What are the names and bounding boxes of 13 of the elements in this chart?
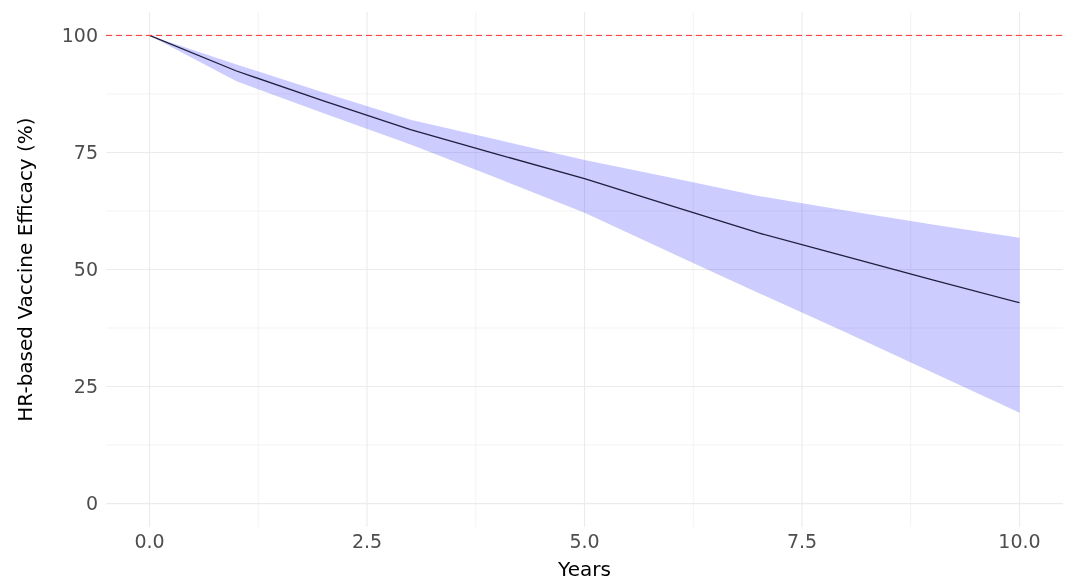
x-tick-label: 7.5	[786, 530, 818, 552]
y-tick-label: 0	[85, 492, 98, 515]
x-tick-label: 2.5	[351, 530, 383, 552]
line-series	[148, 34, 1021, 304]
x-axis-title: Years	[557, 557, 611, 581]
y-tick-label: 25	[73, 375, 98, 398]
y-tick-label: 100	[61, 24, 98, 47]
x-tick-label: 5.0	[569, 530, 600, 552]
x-tick-label: 0.0	[134, 530, 165, 552]
x-tick-label: 10.0	[998, 530, 1041, 552]
y-tick-label: 50	[73, 258, 98, 281]
y-axis-title: HR-based Vaccine Efficacy (%)	[13, 117, 37, 422]
y-tick-label: 75	[73, 141, 98, 164]
